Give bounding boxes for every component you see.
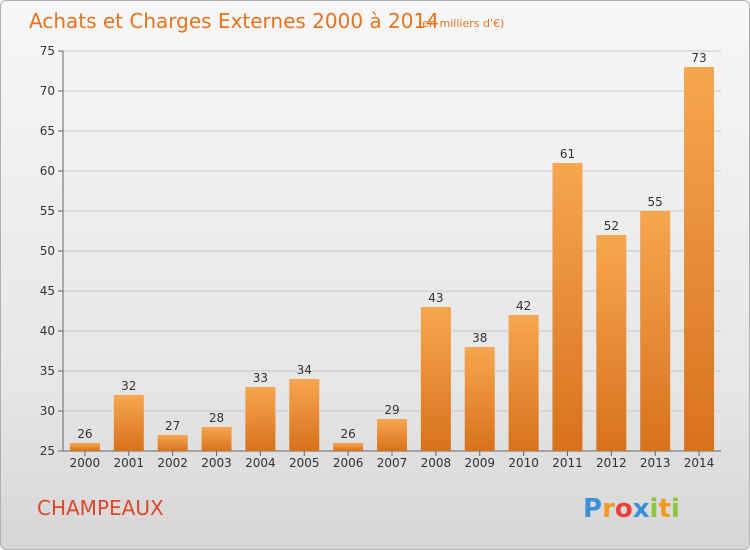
gridlines [63,50,721,452]
data-label: 28 [209,411,224,425]
data-label: 43 [428,291,443,305]
bar-2004 [245,387,276,451]
x-tick-label: 2011 [552,456,583,470]
bar-2011 [552,163,583,451]
y-tick-label: 65 [40,124,55,138]
bar-2008 [420,307,451,451]
axes: 25 30 35 40 45 50 55 60 65 70 75 2000 2001 2002 2003 20… [40,44,721,470]
x-tick-label: 2013 [640,456,671,470]
x-tick-label: 2001 [114,456,145,470]
data-label: 26 [77,427,92,441]
x-tick-label: 2006 [333,456,364,470]
data-label: 38 [472,331,487,345]
x-tick-label: 2000 [70,456,101,470]
y-tick-label: 30 [40,404,55,418]
location-name: CHAMPEAUX [37,496,164,520]
y-tick-label: 70 [40,84,55,98]
x-tick-label: 2009 [464,456,495,470]
x-tick-label: 2003 [201,456,232,470]
logo-letter: o [615,494,633,524]
logo-letter: x [633,494,650,524]
bar-2007 [377,419,407,451]
y-tick-label: 45 [40,284,55,298]
bar-2006 [333,443,364,451]
bar-2013 [640,211,671,451]
y-tick-label: 75 [40,44,55,58]
data-label: 27 [165,419,180,433]
bar-2010 [508,315,539,451]
chart-title: Achats et Charges Externes 2000 à 2014 [29,9,439,33]
data-label: 42 [516,299,531,313]
bar-2003 [201,427,232,451]
bars [69,67,715,451]
chart-subtitle: (en milliers d'€) [418,17,504,30]
bar-2009 [464,347,495,451]
x-tick-label: 2002 [157,456,188,470]
data-label: 34 [297,363,312,377]
data-label: 52 [604,219,619,233]
bar-2001 [113,395,144,451]
y-tick-label: 60 [40,164,55,178]
data-labels: 26 32 27 28 33 34 26 29 43 38 42 61 52 55 73 [77,51,706,441]
proxiti-logo: Proxiti [583,494,680,524]
y-tick-label: 55 [40,204,55,218]
y-tick-label: 50 [40,244,55,258]
logo-letter: i [671,494,680,524]
x-tick-label: 2007 [377,456,408,470]
x-tick-label: 2014 [684,456,715,470]
data-label: 29 [384,403,399,417]
bar-2012 [596,235,627,451]
x-tick-label: 2008 [421,456,452,470]
x-tick-label: 2004 [245,456,276,470]
bar-2002 [157,435,188,451]
x-tick-label: 2012 [596,456,627,470]
logo-letter: t [658,494,670,524]
bar-2000 [69,443,100,451]
y-tick-label: 40 [40,324,55,338]
data-label: 73 [691,51,706,65]
x-tick-label: 2010 [508,456,539,470]
data-label: 61 [560,147,575,161]
data-label: 32 [121,379,136,393]
data-label: 26 [340,427,355,441]
y-tick-label: 25 [40,444,55,458]
x-tick-label: 2005 [289,456,320,470]
bar-2005 [289,379,320,451]
logo-letter: P [583,494,602,524]
bar-2014 [684,67,715,451]
data-label: 33 [253,371,268,385]
logo-letter: r [602,494,615,524]
data-label: 55 [648,195,663,209]
logo-letter: i [650,494,659,524]
y-tick-label: 35 [40,364,55,378]
